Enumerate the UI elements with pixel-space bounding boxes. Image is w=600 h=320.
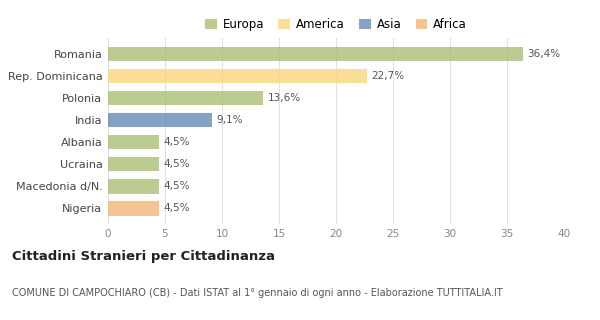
- Text: Cittadini Stranieri per Cittadinanza: Cittadini Stranieri per Cittadinanza: [12, 250, 275, 263]
- Bar: [108, 157, 160, 172]
- Bar: [108, 135, 160, 149]
- Text: 4,5%: 4,5%: [164, 181, 190, 191]
- Bar: [108, 47, 523, 61]
- Bar: [108, 69, 367, 83]
- Legend: Europa, America, Asia, Africa: Europa, America, Asia, Africa: [203, 15, 469, 33]
- Text: 9,1%: 9,1%: [217, 115, 243, 125]
- Bar: [108, 179, 160, 194]
- Text: COMUNE DI CAMPOCHIARO (CB) - Dati ISTAT al 1° gennaio di ogni anno - Elaborazion: COMUNE DI CAMPOCHIARO (CB) - Dati ISTAT …: [12, 288, 503, 298]
- Bar: [108, 201, 160, 216]
- Text: 4,5%: 4,5%: [164, 137, 190, 147]
- Bar: [108, 113, 212, 127]
- Text: 36,4%: 36,4%: [527, 49, 560, 59]
- Bar: [108, 91, 263, 105]
- Text: 4,5%: 4,5%: [164, 204, 190, 213]
- Text: 22,7%: 22,7%: [371, 71, 404, 81]
- Text: 13,6%: 13,6%: [268, 93, 301, 103]
- Text: 4,5%: 4,5%: [164, 159, 190, 169]
